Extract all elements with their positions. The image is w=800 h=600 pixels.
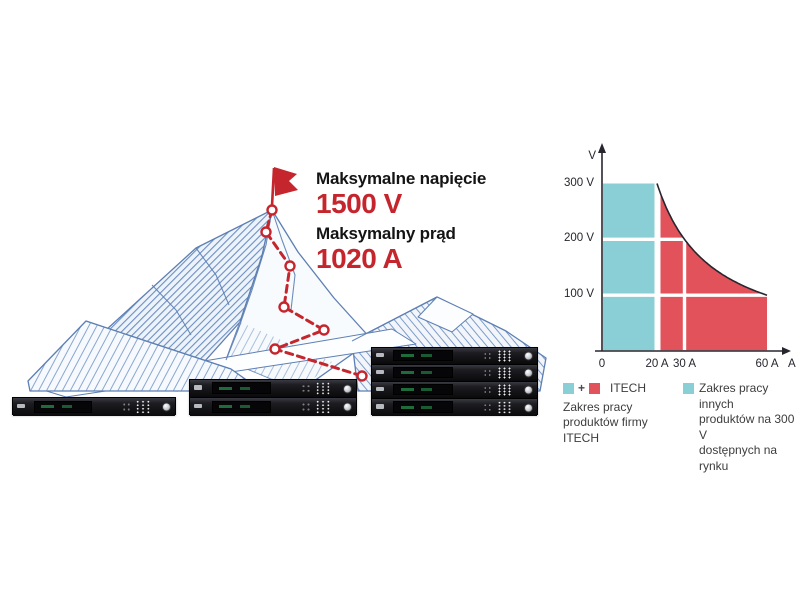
y-tick-label-100: 100 V [563, 288, 594, 301]
teal-swatch-icon [563, 383, 574, 395]
chart-constant-power-curve [656, 183, 768, 296]
max-current-value: 1020 A [316, 243, 403, 274]
legend-itech-range: + ITECH Zakres pracy produktów firmy ITE… [563, 381, 679, 446]
legend-itech-title: ITECH [610, 381, 647, 395]
plus-sign: + [578, 381, 586, 395]
headline-block: Maksymalne napięcie 1500 V Maksymalny pr… [316, 170, 546, 280]
max-voltage-label: Maksymalne napięcie [316, 169, 487, 188]
y-axis-unit-label: V [588, 150, 596, 162]
x-tick-label-60: 60 A [755, 358, 779, 370]
y-tick-label-200: 200 V [563, 232, 594, 245]
x-tick-label-0: 0 [598, 358, 606, 370]
chart-y-axis-arrow-icon [598, 143, 606, 153]
chart-region-others-300v [603, 183, 655, 351]
legend-itech-line-3: ITECH [563, 430, 599, 445]
max-voltage-value: 1500 V [316, 188, 402, 219]
route-waypoints [260, 204, 368, 382]
chart-plot-area [595, 143, 791, 355]
mountain-illustration [27, 209, 547, 398]
chart-region-itech [660, 193, 767, 351]
max-current-label: Maksymalny prąd [316, 224, 456, 243]
chart-x-axis-arrow-icon [782, 347, 791, 355]
legend-others-text: Zakres pracy innych produktów na 300 V d… [699, 381, 800, 474]
x-axis-unit-label: A [788, 358, 796, 370]
climbing-route [260, 167, 368, 382]
legend-itech-line-1: Zakres pracy [563, 399, 633, 414]
x-tick-label-20: 20 A [645, 358, 669, 370]
summit-flag-icon [270, 167, 298, 207]
legend-others-line-3: dostępnych na rynku [699, 443, 778, 473]
red-swatch-icon [589, 383, 601, 395]
x-tick-label-30: 30 A [672, 358, 697, 370]
legend-itech-swatch-row: + ITECH [563, 381, 679, 397]
legend-others-line-2: produktów na 300 V [699, 412, 795, 442]
legend-others-range: Zakres pracy innych produktów na 300 V d… [683, 381, 800, 474]
teal-swatch-icon [683, 383, 694, 394]
legend-others-line-1: Zakres pracy innych [699, 381, 769, 411]
legend-itech-line-2: produktów firmy [563, 415, 648, 429]
y-tick-label-300: 300 V [563, 176, 594, 189]
mountain-right-ridge-snow [417, 296, 474, 333]
